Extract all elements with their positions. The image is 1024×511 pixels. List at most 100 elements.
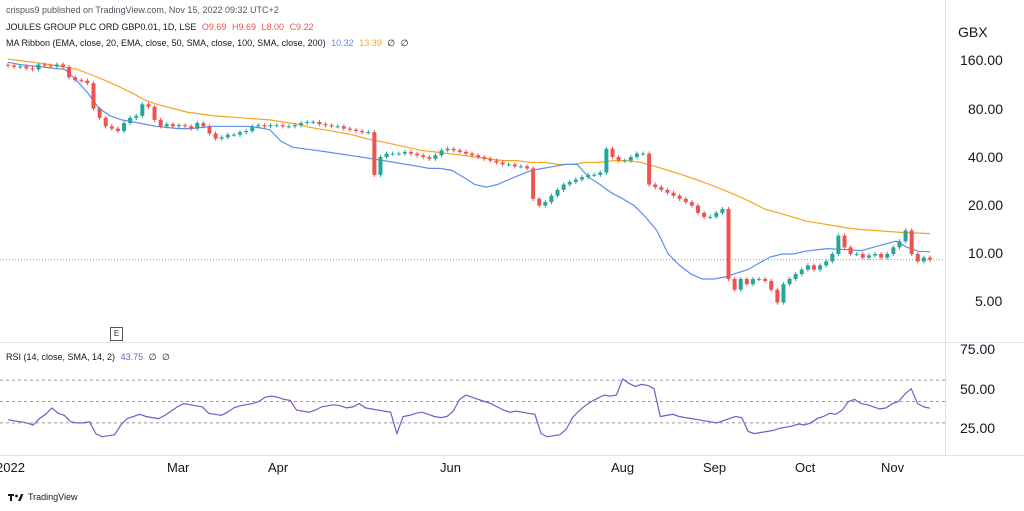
candle-body (842, 235, 847, 248)
rsi-tick-label: 25.00 (960, 420, 996, 436)
time-tick-label: Sep (703, 460, 727, 475)
candle-body (366, 132, 371, 134)
candle-body (805, 265, 810, 270)
candle-body (647, 153, 652, 185)
candle-body (598, 172, 603, 175)
candle-body (12, 65, 17, 67)
rsi-tick-label: 75.00 (960, 341, 996, 357)
candle-body (274, 125, 279, 127)
time-tick-label: Aug (611, 460, 635, 475)
candle-body (354, 129, 359, 132)
candle-body (384, 153, 389, 157)
candle-body (183, 125, 188, 127)
candle-body (799, 269, 804, 275)
candle-body (873, 254, 878, 256)
tradingview-branding[interactable]: TradingView (8, 492, 78, 502)
candle-body (341, 126, 346, 129)
candle-body (537, 198, 542, 206)
time-tick-label: Jun (440, 460, 461, 475)
ma-ribbon-legend[interactable]: MA Ribbon (EMA, close, 20, EMA, close, 5… (6, 38, 411, 49)
rsi-label: RSI (14, close, SMA, 14, 2) (6, 352, 116, 362)
candle-body (470, 153, 475, 156)
candle-body (250, 126, 255, 132)
low-value: L8.00 (261, 22, 285, 32)
candle-body (256, 125, 261, 127)
candle-body (921, 257, 926, 262)
candle-body (854, 254, 859, 255)
rsi-line-layer (7, 378, 931, 438)
candle-body (720, 209, 725, 213)
candle-body (201, 123, 206, 127)
candle-body (714, 212, 719, 217)
candle-body (781, 284, 786, 303)
price-tick-label: 80.00 (968, 101, 1004, 117)
candle-body (176, 125, 181, 127)
candle-body (628, 157, 633, 161)
candle-body (91, 83, 96, 109)
symbol-legend[interactable]: JOULES GROUP PLC ORD GBP0.01, 1D, LSE O9… (6, 22, 317, 32)
candle-body (408, 151, 413, 154)
candle-body (231, 134, 236, 136)
time-tick-label: Oct (795, 460, 816, 475)
candle-body (665, 189, 670, 193)
time-tick-label: Nov (881, 460, 905, 475)
candle-body (543, 202, 548, 206)
candle-body (18, 66, 23, 68)
pane-separator (0, 342, 1024, 343)
candle-body (360, 131, 365, 133)
candle-body (476, 155, 481, 157)
candle-body (610, 148, 615, 157)
candle-body (567, 181, 572, 185)
price-tick-label: 40.00 (968, 149, 1004, 165)
candle-body (506, 164, 511, 166)
ema20-value: 10.32 (331, 38, 354, 48)
candle-body (378, 157, 383, 175)
candle-body (573, 179, 578, 182)
candle-body (396, 153, 401, 155)
candle-body (286, 126, 291, 128)
candle-body (73, 77, 78, 81)
candle-body (750, 278, 755, 285)
candle-body (299, 123, 304, 126)
candle-body (335, 126, 340, 128)
ma-ribbon-label: MA Ribbon (EMA, close, 20, EMA, close, 5… (6, 38, 326, 48)
candle-body (689, 202, 694, 206)
candle-body (24, 66, 29, 69)
candle-body (421, 155, 426, 157)
candle-body (268, 125, 273, 127)
candle-body (769, 280, 774, 290)
candle-body (6, 64, 10, 66)
sma100-value: ∅ (387, 38, 396, 48)
candle-body (671, 192, 676, 196)
candle-body (311, 121, 316, 123)
candle-body (586, 174, 591, 178)
candle-body (903, 230, 908, 242)
candlestick-series (6, 62, 932, 305)
candle-body (860, 254, 865, 258)
earnings-event-marker[interactable]: E (110, 327, 123, 341)
candle-body (482, 157, 487, 159)
rsi-line (7, 378, 931, 438)
candle-body (928, 257, 932, 260)
price-tick-label: 160.00 (960, 52, 1003, 68)
candle-body (146, 104, 151, 107)
close-value: C9.22 (289, 22, 314, 32)
candle-body (555, 189, 560, 196)
candle-body (811, 265, 816, 270)
candle-body (244, 131, 249, 133)
candle-body (891, 247, 896, 254)
candle-body (97, 108, 102, 118)
rsi-legend[interactable]: RSI (14, close, SMA, 14, 2) 43.75 ∅ ∅ (6, 352, 173, 363)
candle-body (897, 241, 902, 248)
candle-body (757, 278, 762, 280)
candle-body (439, 150, 444, 156)
candle-body (433, 155, 438, 159)
candle-body (372, 132, 377, 175)
candle-body (879, 254, 884, 258)
time-tick-label: Mar (167, 460, 190, 475)
candle-body (463, 151, 468, 154)
candle-body (390, 153, 395, 155)
candle-body (622, 160, 627, 162)
candle-body (525, 166, 530, 169)
